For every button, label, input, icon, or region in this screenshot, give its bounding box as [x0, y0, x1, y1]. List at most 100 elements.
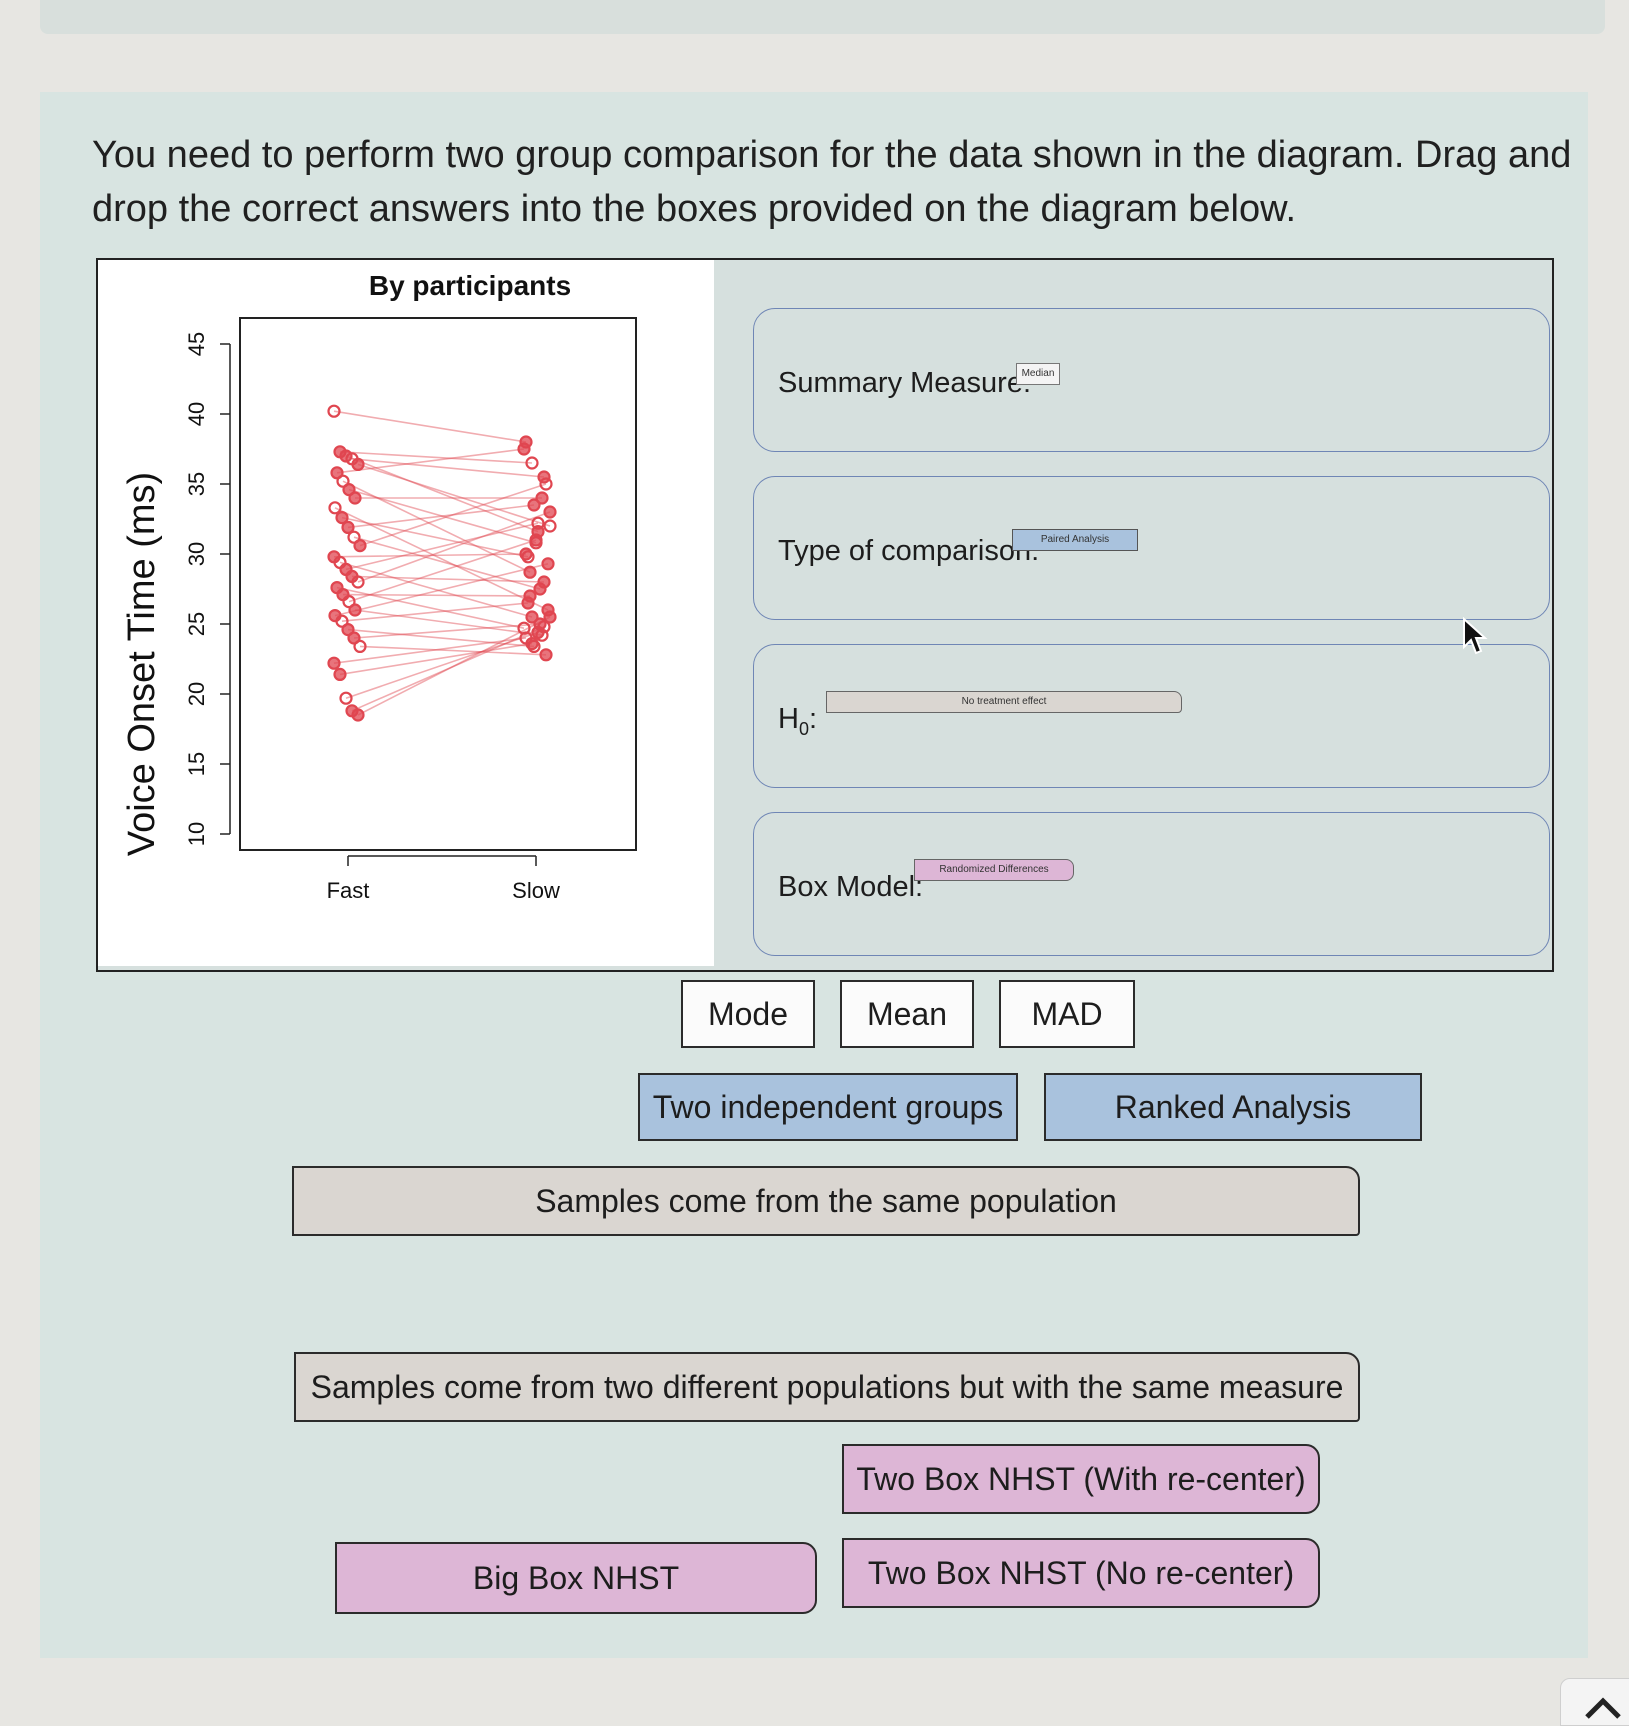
dropzone-h0[interactable]: H0: No treatment effect	[753, 644, 1550, 788]
point-slow	[525, 610, 539, 624]
point-slow	[537, 620, 551, 634]
diagram-frame: 10 15 20 25 30 35 40 45 Fast Slow By participants…	[96, 258, 1554, 972]
pair-line	[348, 488, 537, 544]
point-fast	[327, 656, 341, 670]
choice-ranked-analysis[interactable]: Ranked Analysis	[1044, 1073, 1422, 1141]
choice-same-population[interactable]: Samples come from the same population	[292, 1166, 1360, 1236]
pair-line	[345, 522, 539, 571]
pair-line	[336, 448, 525, 474]
choice-two-box-nhst-recenter[interactable]: Two Box NHST (With re-center)	[842, 1444, 1320, 1514]
choice-mode[interactable]: Mode	[681, 980, 815, 1048]
type-of-comparison-label: Type of comparison:	[778, 535, 1040, 567]
choice-two-box-nhst-no-recenter[interactable]: Two Box NHST (No re-center)	[842, 1538, 1320, 1608]
pair-line	[334, 563, 549, 617]
pair-line	[354, 609, 543, 636]
question-text: You need to perform two group comparison…	[92, 134, 1572, 230]
point-fast	[327, 404, 341, 418]
point-fast	[351, 457, 365, 471]
pair-line	[351, 458, 545, 478]
pair-line	[348, 539, 537, 603]
pair-line	[339, 642, 533, 676]
pair-line	[339, 561, 533, 618]
point-fast	[348, 491, 362, 505]
placed-chip-no-treatment-effect[interactable]: No treatment effect	[826, 691, 1182, 713]
point-slow	[537, 575, 551, 589]
pair-line	[333, 553, 527, 558]
point-fast	[336, 474, 350, 488]
pair-line	[351, 626, 545, 712]
point-slow	[519, 547, 533, 561]
pair-line	[339, 451, 533, 464]
chevron-up-icon	[1585, 1697, 1621, 1719]
point-slow	[527, 498, 541, 512]
pair-line	[359, 645, 547, 656]
point-slow	[517, 442, 531, 456]
choice-two-different-populations[interactable]: Samples come from two different populati…	[294, 1352, 1360, 1422]
point-slow	[529, 533, 543, 547]
point-slow	[537, 470, 551, 484]
choice-big-box-nhst[interactable]: Big Box NHST	[335, 1542, 817, 1614]
point-fast	[336, 588, 350, 602]
scroll-up-button[interactable]	[1560, 1678, 1629, 1726]
point-fast	[351, 575, 365, 589]
dropzone-summary-measure[interactable]: Summary Measure: Median	[753, 308, 1550, 452]
pair-line	[333, 410, 527, 443]
voice-onset-chart: 10 15 20 25 30 35 40 45 Fast Slow By participants…	[121, 270, 637, 903]
placed-chip-randomized-differences[interactable]: Randomized Differences	[914, 859, 1074, 881]
box-model-label: Box Model:	[778, 871, 924, 903]
pair-line	[342, 480, 531, 573]
pair-line	[342, 593, 531, 597]
y-tick-label: 40	[184, 402, 209, 426]
point-slow	[531, 516, 545, 530]
point-fast	[351, 708, 365, 722]
point-slow	[543, 610, 557, 624]
y-tick-label: 25	[184, 612, 209, 636]
placed-chip-median[interactable]: Median	[1016, 363, 1060, 385]
dropzone-box-model[interactable]: Box Model: Randomized Differences	[753, 812, 1550, 956]
mouse-cursor-icon	[1463, 617, 1488, 655]
top-bar	[40, 0, 1605, 34]
point-fast	[328, 501, 342, 515]
pair-line	[345, 631, 539, 699]
pair-line	[347, 628, 535, 648]
point-fast	[339, 691, 353, 705]
pair-line	[341, 516, 529, 558]
point-slow	[543, 505, 557, 519]
pair-line	[359, 483, 547, 547]
point-fast	[353, 639, 367, 653]
y-tick-label: 35	[184, 472, 209, 496]
pair-line	[341, 602, 529, 622]
pair-line	[345, 455, 539, 533]
pair-line	[336, 586, 525, 629]
h0-label: H0:	[778, 703, 818, 739]
pair-line	[353, 623, 541, 639]
placed-chip-paired-analysis[interactable]: Paired Analysis	[1012, 529, 1138, 551]
y-axis-label: Voice Onset Time (ms)	[121, 472, 163, 856]
choice-mean[interactable]: Mean	[840, 980, 974, 1048]
pair-line	[347, 504, 535, 529]
y-tick-label: 10	[184, 822, 209, 846]
point-slow	[541, 557, 555, 571]
summary-measure-label: Summary Measure:	[778, 367, 1032, 399]
dropzone-type-of-comparison[interactable]: Type of comparison: Paired Analysis	[753, 476, 1550, 620]
point-fast	[335, 511, 349, 525]
point-fast	[353, 539, 367, 553]
pair-line	[357, 463, 551, 527]
pair-line	[334, 507, 549, 611]
pair-line	[333, 637, 527, 664]
x-tick-label: Slow	[512, 878, 560, 903]
x-tick-label: Fast	[327, 878, 370, 903]
y-tick-label: 45	[184, 332, 209, 356]
chart-title: By participants	[369, 270, 571, 301]
point-slow	[535, 491, 549, 505]
choice-mad[interactable]: MAD	[999, 980, 1135, 1048]
point-fast	[341, 520, 355, 534]
chart-area: 10 15 20 25 30 35 40 45 Fast Slow By participants…	[98, 260, 714, 966]
point-slow	[539, 477, 553, 491]
choice-two-independent-groups[interactable]: Two independent groups	[638, 1073, 1018, 1141]
point-fast	[333, 667, 347, 681]
pair-line	[351, 575, 545, 583]
point-slow	[523, 565, 537, 579]
pair-line	[357, 511, 551, 583]
point-fast	[342, 595, 356, 609]
